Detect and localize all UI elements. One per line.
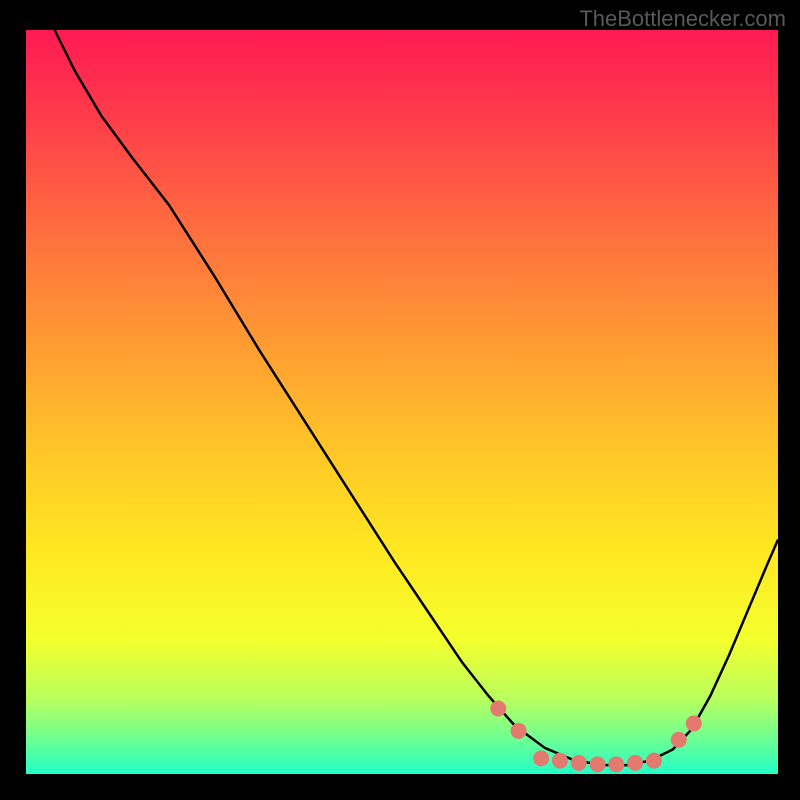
marker-point bbox=[627, 755, 643, 771]
marker-point bbox=[490, 701, 506, 717]
marker-point bbox=[571, 755, 587, 771]
bottleneck-chart bbox=[0, 0, 800, 800]
marker-point bbox=[533, 750, 549, 766]
marker-point bbox=[646, 753, 662, 769]
marker-point bbox=[552, 753, 568, 769]
marker-point bbox=[590, 756, 606, 772]
marker-point bbox=[686, 715, 702, 731]
plot-background-gradient bbox=[26, 30, 778, 774]
marker-point bbox=[511, 723, 527, 739]
marker-point bbox=[608, 756, 624, 772]
watermark-text: TheBottlenecker.com bbox=[579, 6, 786, 32]
chart-container: TheBottlenecker.com bbox=[0, 0, 800, 800]
marker-point bbox=[671, 732, 687, 748]
